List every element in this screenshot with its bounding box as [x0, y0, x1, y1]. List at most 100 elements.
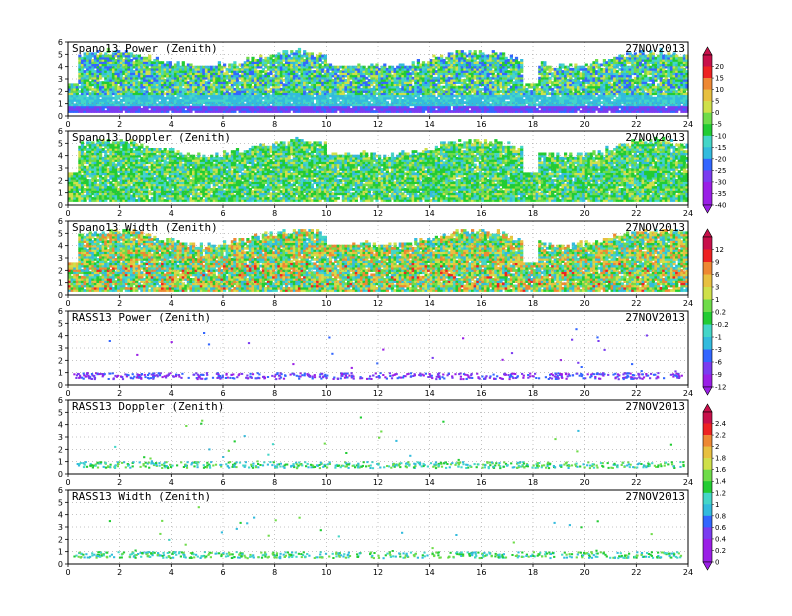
field-cell — [111, 103, 116, 107]
field-cell — [142, 83, 147, 87]
field-cell — [416, 59, 420, 62]
field-cell — [132, 101, 136, 104]
field-cell — [130, 90, 134, 93]
field-cell — [153, 107, 157, 111]
field-cell — [111, 83, 116, 87]
field-cell — [78, 110, 82, 113]
field-cell — [96, 85, 100, 89]
field-cell — [142, 61, 147, 64]
field-cell — [158, 83, 162, 87]
field-cell — [78, 101, 82, 104]
field-cell — [119, 79, 123, 82]
field-cell — [148, 79, 152, 82]
field-cell — [184, 83, 188, 87]
field-cell — [124, 67, 128, 71]
field-cell — [145, 87, 149, 91]
field-cell — [109, 72, 113, 76]
field-cell — [78, 67, 82, 71]
field-cell — [171, 67, 175, 71]
field-cell — [68, 94, 72, 98]
field-cell — [101, 110, 105, 113]
field-cell — [124, 81, 128, 84]
field-cell — [168, 96, 172, 100]
field-cell — [173, 105, 178, 109]
field-cell — [153, 81, 157, 84]
field-cell — [127, 67, 131, 71]
field-cell — [173, 85, 178, 89]
field-cell — [189, 85, 193, 89]
field-cell — [181, 79, 185, 82]
field-cell — [119, 61, 123, 64]
field-cell — [161, 99, 165, 102]
field-cell — [135, 63, 139, 67]
field-cell — [91, 63, 95, 67]
field-cell — [194, 79, 198, 82]
field-cell — [137, 74, 141, 78]
field-cell — [158, 76, 162, 80]
field-cell — [117, 81, 121, 84]
field-cell — [106, 94, 110, 98]
field-cell — [91, 65, 95, 69]
field-cell — [68, 101, 72, 104]
field-cell — [83, 61, 87, 64]
field-cell — [135, 96, 139, 100]
field-cell — [93, 63, 97, 67]
field-cell — [80, 83, 85, 87]
field-cell — [150, 79, 154, 82]
field-cell — [158, 110, 162, 113]
field-cell — [132, 61, 136, 64]
field-cell — [233, 61, 237, 64]
field-cell — [104, 105, 108, 109]
field-cell — [111, 52, 116, 56]
field-cell — [192, 96, 196, 100]
field-cell — [161, 96, 165, 100]
field-cell — [68, 105, 72, 109]
field-cell — [166, 63, 170, 67]
field-cell — [176, 81, 180, 84]
field-cell — [106, 56, 110, 60]
field-cell — [153, 96, 157, 100]
field-cell — [197, 76, 201, 80]
field-cell — [78, 94, 82, 98]
field-cell — [166, 79, 170, 82]
field-cell — [179, 85, 183, 89]
field-cell — [186, 72, 190, 76]
field-cell — [119, 52, 123, 56]
field-cell — [155, 72, 159, 76]
field-cell — [73, 107, 77, 111]
field-cell — [75, 99, 79, 102]
field-cell — [145, 96, 149, 100]
field-cell — [186, 92, 190, 96]
field-cell — [135, 65, 139, 69]
field-cell — [189, 79, 193, 82]
field-cell — [68, 85, 72, 89]
field-cell — [93, 90, 97, 93]
field-cell — [155, 103, 159, 107]
field-cell — [150, 74, 154, 78]
field-cell — [88, 70, 92, 73]
field-cell — [173, 76, 178, 80]
field-cell — [88, 56, 92, 60]
field-cell — [145, 83, 149, 87]
field-cell — [117, 65, 121, 69]
field-cell — [161, 110, 165, 113]
field-cell — [184, 72, 188, 76]
field-cell — [106, 110, 110, 113]
field-cell — [179, 79, 183, 82]
field-cell — [137, 110, 141, 113]
field-cell — [124, 110, 128, 113]
field-cell — [117, 76, 121, 80]
field-cell — [192, 85, 196, 89]
field-cell — [99, 103, 103, 107]
field-cell — [310, 52, 314, 56]
field-cell — [135, 103, 139, 107]
field-cell — [186, 99, 190, 102]
field-cell — [189, 87, 193, 91]
field-cell — [192, 81, 196, 84]
field-cell — [132, 87, 136, 91]
field-cell — [80, 81, 85, 84]
field-cell — [106, 59, 110, 62]
field-cell — [153, 65, 157, 69]
field-cell — [176, 96, 180, 100]
field-cell — [173, 103, 178, 107]
